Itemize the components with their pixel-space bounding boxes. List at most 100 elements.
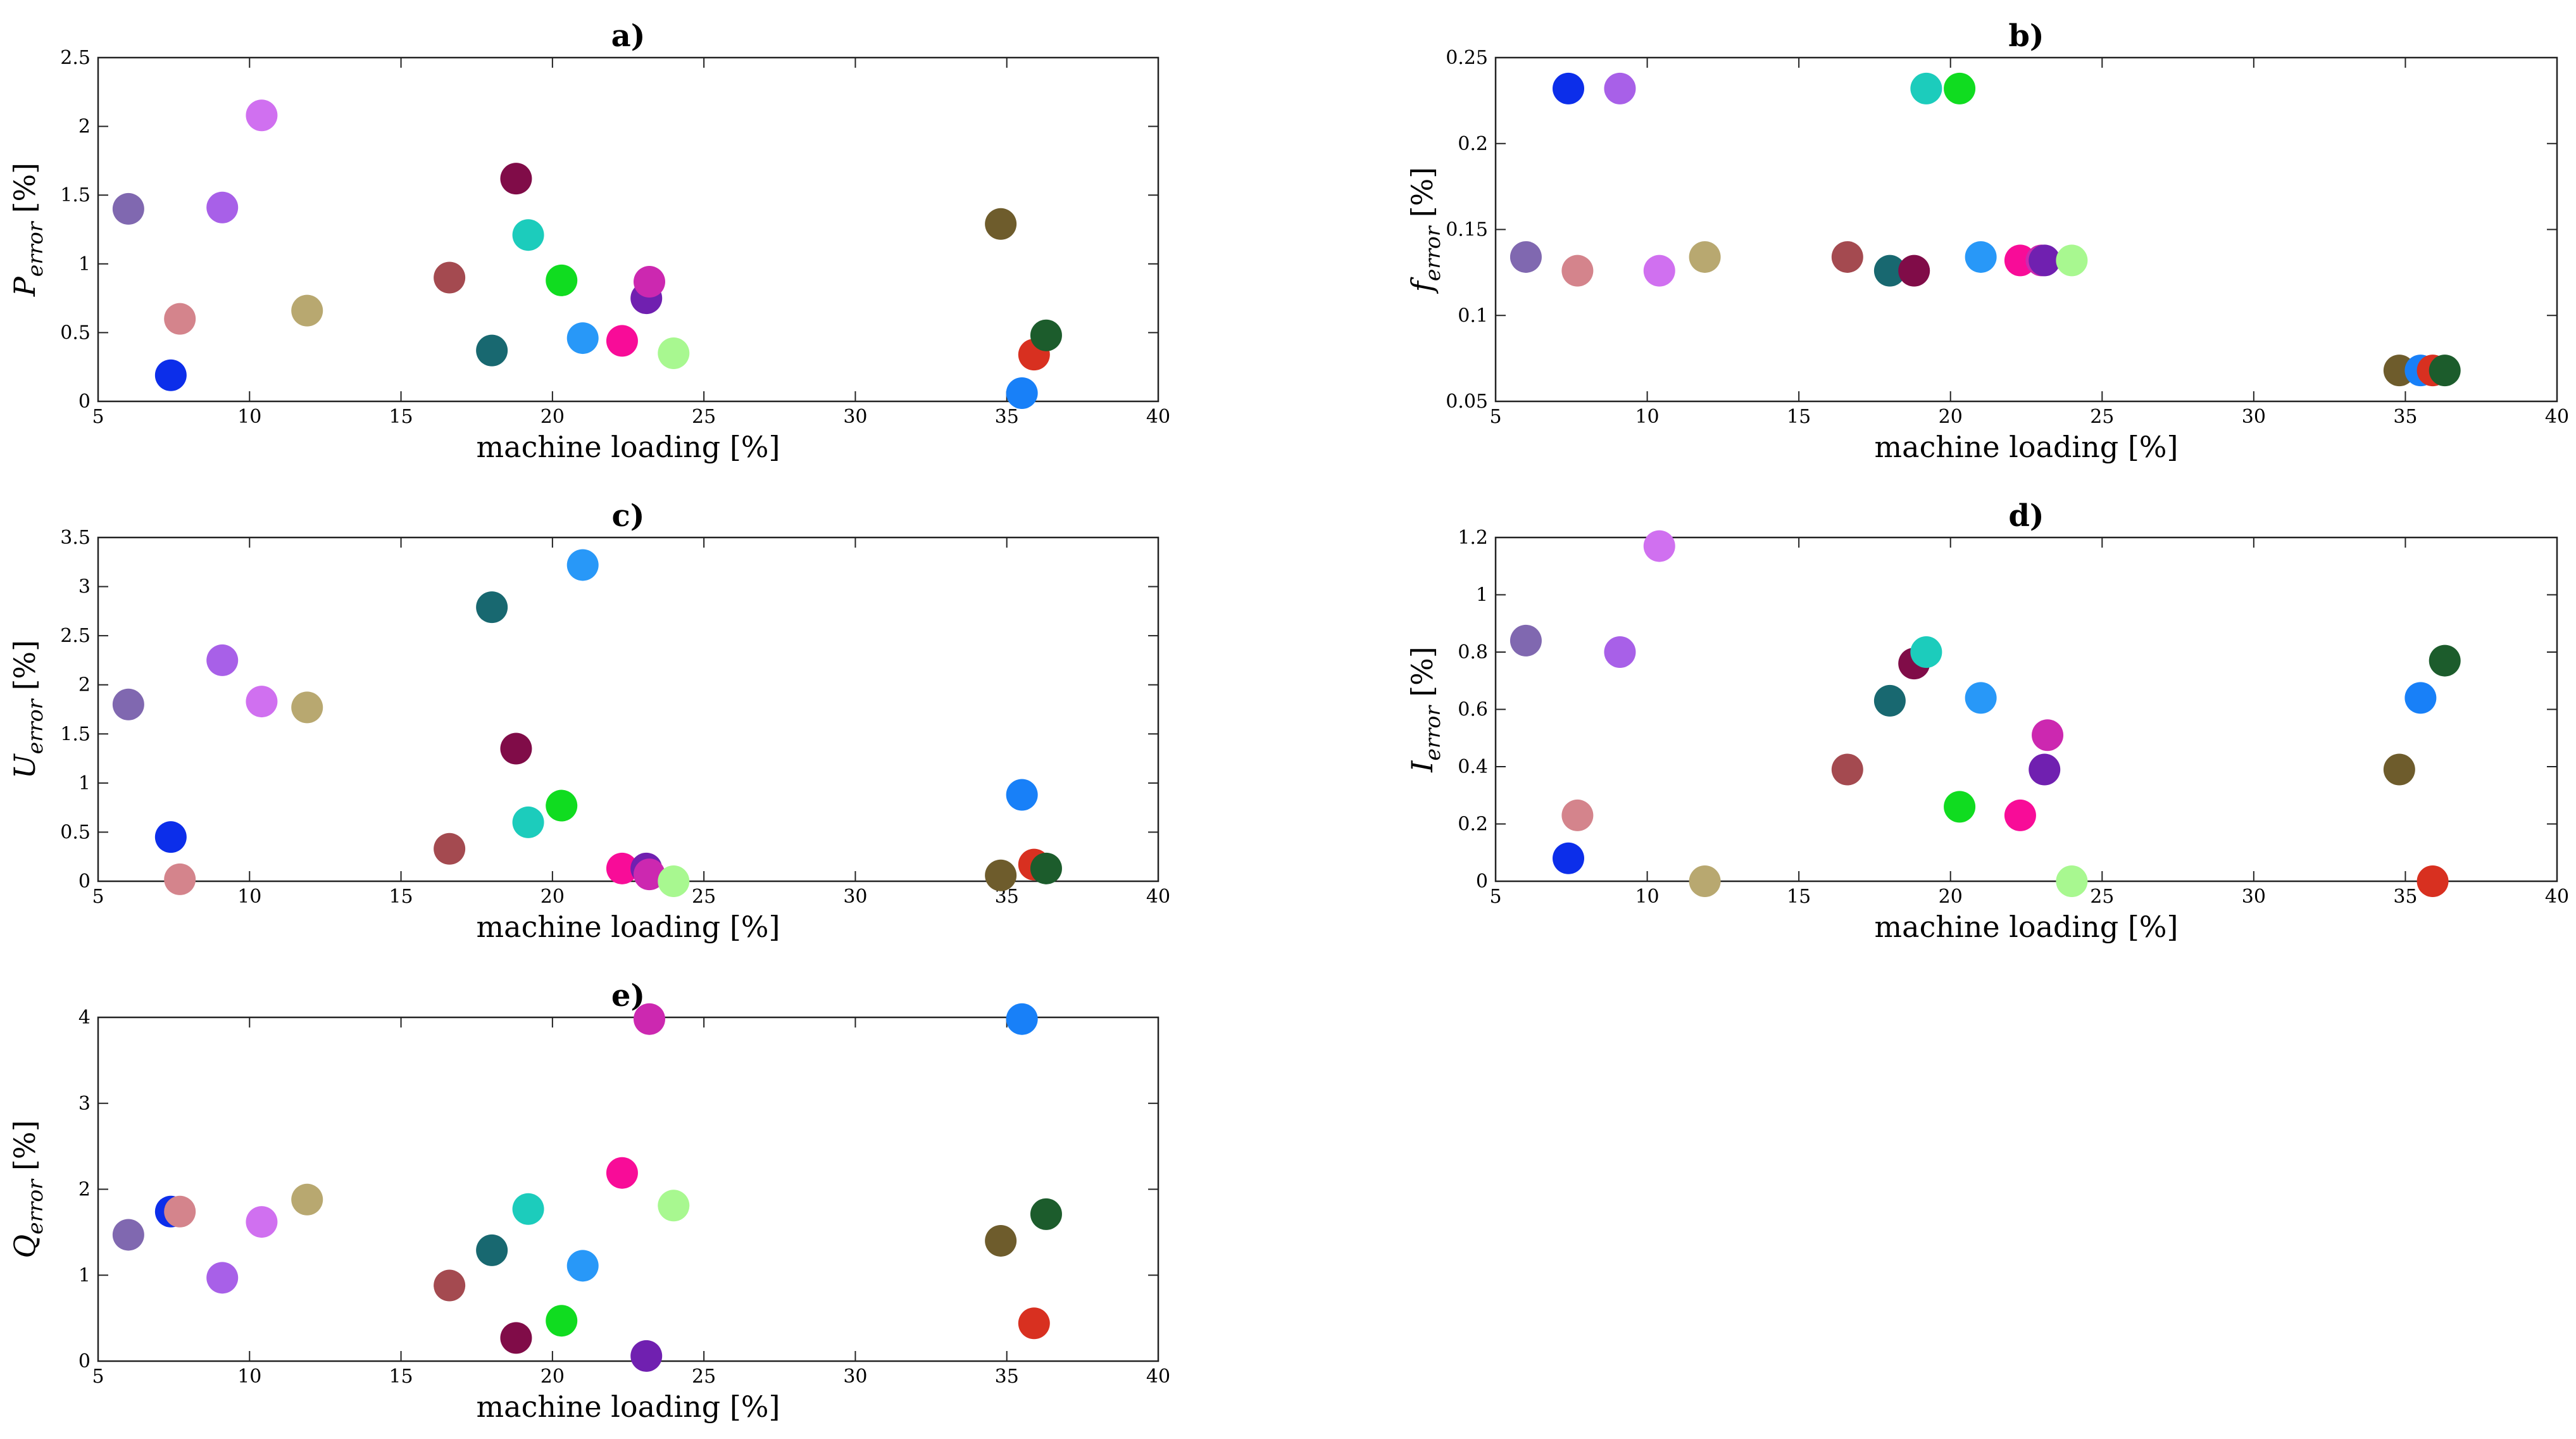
data-point [500,732,532,765]
x-tick-label: 35 [2393,406,2417,428]
x-tick-label: 30 [2242,406,2266,428]
y-tick-label: 0.8 [1458,641,1488,663]
data-point [658,1190,690,1222]
x-tick-label: 10 [237,886,261,908]
y-tick-label: 4 [78,1007,91,1029]
x-tick-label: 10 [1635,886,1659,908]
data-point [1910,636,1942,668]
x-tick-label: 15 [389,406,413,428]
y-axis-label-unit: [%] [1405,167,1439,218]
y-tick-label: 0.1 [1458,305,1488,327]
y-axis-label: ferror[%] [1405,167,1445,294]
chart-title: c) [612,498,645,534]
data-point [1030,1198,1062,1230]
x-tick-label: 35 [2393,886,2417,908]
y-axis-label: Uerror [%] [8,640,47,779]
data-point [1689,241,1721,273]
x-tick-label: 30 [843,406,867,428]
x-tick-label: 15 [1787,886,1811,908]
data-point [1604,72,1636,104]
panel-b: 5 10 15 20 25 30 35 40 0.05 0.1 0.15 0.2 0.25 b) machi… [1405,18,2569,464]
x-axis-label: machine loading [%] [477,910,780,944]
x-tick-label: 30 [2242,886,2266,908]
y-tick-label: 0 [1476,870,1488,893]
panel-a: 5 10 15 20 25 30 35 40 0 0.5 1 1.5 2 2.5 a) machine loa… [8,18,1170,464]
y-tick-label: 0.2 [1458,133,1488,155]
x-tick-label: 15 [389,1366,413,1388]
data-point [291,294,323,327]
data-point [2056,865,2088,897]
data-point [634,858,665,891]
y-tick-label: 0.5 [60,322,91,344]
x-tick-label: 5 [92,886,104,908]
y-axis-label-subscript: error [23,220,47,277]
data-point [546,1305,578,1337]
data-point [1604,636,1636,668]
data-point [2056,244,2088,277]
x-tick-label: 30 [843,886,867,908]
data-point [434,261,466,294]
y-tick-label: 0.5 [60,821,91,843]
y-axis-label-subscript: error [23,698,47,754]
x-tick-label: 40 [2545,406,2569,428]
y-axis-label-symbol: U [8,753,42,779]
x-tick-label: 25 [692,406,716,428]
y-axis-label-subscript: error [23,1178,47,1235]
x-tick-label: 25 [2090,406,2114,428]
x-tick-label: 40 [1146,1366,1170,1388]
data-point [2029,753,2061,786]
data-point [2429,355,2461,387]
x-tick-label: 5 [1489,886,1501,908]
y-tick-label: 0 [78,391,91,413]
y-axis-label-unit: [%] [8,640,42,691]
data-point [291,1183,323,1216]
chart-title: b) [2008,18,2044,54]
y-tick-label: 3 [78,576,91,598]
y-axis-label-symbol: Q [8,1235,42,1259]
data-point [112,688,144,720]
data-point [630,1340,663,1372]
x-tick-label: 35 [995,1366,1019,1388]
data-point [164,863,196,895]
data-point [154,359,187,391]
data-point [1510,624,1542,657]
data-point [164,1195,196,1228]
data-point [606,852,638,884]
data-point [658,337,690,369]
data-point [476,591,508,624]
data-point [1910,72,1942,104]
data-point [500,163,532,195]
y-tick-label: 1 [78,772,91,795]
data-point [1030,852,1062,884]
data-point [434,833,466,865]
y-tick-label: 2 [78,116,91,138]
x-tick-label: 25 [2090,886,2114,908]
y-tick-label: 3 [78,1093,91,1115]
y-tick-label: 3.5 [60,527,91,549]
x-tick-label: 10 [1635,406,1659,428]
data-point [2029,244,2061,277]
chart-title: a) [611,18,646,54]
y-axis-label-unit: [%] [8,1120,42,1171]
y-tick-label: 2.5 [60,47,91,69]
y-axis-label: Ierror [%] [1405,646,1445,773]
x-tick-label: 5 [92,1366,104,1388]
y-tick-label: 2.5 [60,625,91,647]
data-point [1006,779,1038,811]
data-point [206,1262,239,1294]
data-point [566,1250,599,1282]
data-point [2032,719,2064,751]
y-tick-label: 0 [78,870,91,893]
x-tick-label: 15 [1787,406,1811,428]
x-tick-label: 10 [237,406,261,428]
data-point [606,1157,638,1189]
x-tick-label: 25 [692,886,716,908]
data-point [985,1224,1017,1257]
data-point [1561,254,1594,287]
data-point [1018,1307,1050,1340]
x-axis-label: machine loading [%] [1875,430,2179,464]
x-tick-label: 5 [1489,406,1501,428]
data-point [500,1322,532,1354]
data-point [2004,799,2036,831]
